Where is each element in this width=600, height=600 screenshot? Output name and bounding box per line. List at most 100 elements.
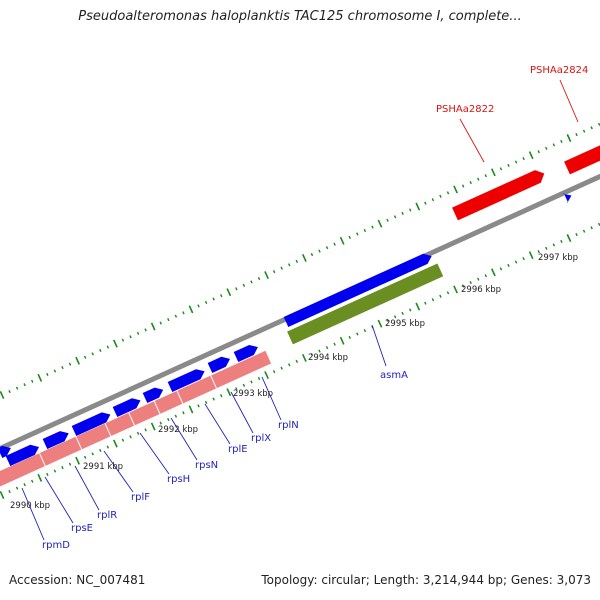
major-tick <box>188 405 194 414</box>
major-tick <box>113 339 118 348</box>
minor-tick <box>356 232 359 236</box>
gene-label-rplE[interactable]: rplE <box>228 444 248 455</box>
minor-tick <box>537 150 540 154</box>
minor-tick <box>46 372 49 377</box>
cds-forward-5[interactable] <box>112 398 141 417</box>
cds-forward-7[interactable] <box>167 369 205 392</box>
major-tick <box>113 439 118 448</box>
leader-line <box>261 376 282 421</box>
minor-tick <box>363 228 367 233</box>
minor-tick <box>386 218 389 222</box>
minor-tick <box>121 438 125 442</box>
scale-tick-label: 2992 kbp <box>158 425 198 435</box>
label-leader-lines <box>21 79 579 541</box>
leader-line <box>170 417 198 461</box>
minor-tick <box>514 160 518 164</box>
major-tick <box>0 391 5 399</box>
gene-label-rpsE[interactable]: rpsE <box>71 523 93 534</box>
gene-label-rplX[interactable]: rplX <box>251 433 271 444</box>
minor-tick <box>204 400 208 405</box>
gene-labels: rpmD rpsE rplR rplF rpsH rpsN rplE rplX … <box>42 370 408 551</box>
minor-tick <box>469 281 472 285</box>
scale-tick-label: 2997 kbp <box>538 253 578 263</box>
minor-tick <box>159 421 162 425</box>
minor-tick <box>83 455 87 459</box>
minor-tick <box>514 260 518 264</box>
minor-tick <box>15 486 19 490</box>
minor-tick <box>424 201 427 205</box>
gene-label-rpsH[interactable]: rpsH <box>167 474 190 485</box>
cds-reverse-asmA[interactable] <box>287 263 444 345</box>
cds-forward-1[interactable] <box>0 445 11 458</box>
minor-tick <box>582 229 586 233</box>
cds-forward-small[interactable] <box>563 193 572 203</box>
minor-tick <box>439 194 442 198</box>
minor-tick <box>46 472 49 477</box>
minor-tick <box>552 243 556 247</box>
major-tick <box>566 134 572 143</box>
cds-forward-asmA-neighbor[interactable] <box>283 253 432 327</box>
scale-tick-label: 2996 kbp <box>461 285 501 295</box>
major-tick <box>37 473 43 482</box>
major-tick <box>150 322 156 331</box>
minor-tick <box>174 314 178 318</box>
minor-tick <box>8 390 11 394</box>
minor-tick <box>61 466 64 470</box>
minor-tick <box>250 380 253 384</box>
minor-tick <box>53 469 57 473</box>
cds-reverse-ribosomal-cluster[interactable] <box>0 350 272 488</box>
gene-label-rpsN[interactable]: rpsN <box>195 460 218 471</box>
rna-label-PSHAa2822[interactable]: PSHAa2822 <box>436 104 494 115</box>
major-tick <box>226 388 232 397</box>
outer-tick-track <box>0 122 600 399</box>
major-tick <box>339 236 345 245</box>
rna-label-PSHAa2824[interactable]: PSHAa2824 <box>530 65 588 76</box>
gene-label-rpmD[interactable]: rpmD <box>42 540 70 551</box>
forward-strand-track <box>0 193 572 466</box>
minor-tick <box>545 246 548 250</box>
minor-tick <box>522 257 525 261</box>
minor-tick <box>499 167 503 171</box>
minor-tick <box>197 404 200 408</box>
minor-tick <box>272 370 276 374</box>
cds-forward-3[interactable] <box>42 431 69 449</box>
major-tick <box>264 371 269 380</box>
minor-tick <box>325 246 329 250</box>
page-title: Pseudoalteromonas haloplanktis TAC125 ch… <box>78 9 522 24</box>
cds-forward-9[interactable] <box>233 345 258 362</box>
gene-label-rplN[interactable]: rplN <box>278 420 299 431</box>
rna-PSHAa2824[interactable] <box>564 141 600 175</box>
minor-tick <box>431 198 435 202</box>
minor-tick <box>439 294 442 298</box>
minor-tick <box>590 226 593 230</box>
minor-tick <box>23 483 26 487</box>
major-tick <box>453 285 458 294</box>
minor-tick <box>197 304 200 308</box>
gene-label-rplR[interactable]: rplR <box>97 510 117 521</box>
minor-tick <box>582 129 586 133</box>
minor-tick <box>288 363 291 367</box>
minor-tick <box>575 133 578 137</box>
minor-tick <box>250 280 253 284</box>
cds-forward-8[interactable] <box>207 356 230 373</box>
cds-forward-6[interactable] <box>142 387 164 403</box>
cds-forward-4[interactable] <box>71 412 111 436</box>
minor-tick <box>174 414 178 418</box>
minor-tick <box>560 239 563 244</box>
rna-PSHAa2822[interactable] <box>452 170 545 221</box>
minor-tick <box>461 284 465 288</box>
minor-tick <box>167 318 170 322</box>
minor-tick <box>295 259 299 263</box>
minor-tick <box>167 418 170 422</box>
gene-label-asmA[interactable]: asmA <box>380 370 408 381</box>
cds-forward-2[interactable] <box>5 444 39 466</box>
minor-tick <box>318 249 321 253</box>
leader-line <box>74 465 100 511</box>
minor-tick <box>560 139 563 144</box>
minor-tick <box>409 308 412 312</box>
minor-tick <box>220 294 223 298</box>
minor-tick <box>91 352 94 356</box>
gene-label-rplF[interactable]: rplF <box>131 492 150 503</box>
minor-tick <box>537 250 540 254</box>
